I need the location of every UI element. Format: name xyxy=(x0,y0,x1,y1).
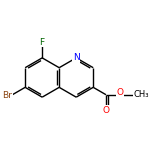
Text: Br: Br xyxy=(2,91,12,100)
Text: F: F xyxy=(40,38,45,47)
Text: O: O xyxy=(102,106,109,115)
Text: N: N xyxy=(73,53,80,62)
Text: O: O xyxy=(117,88,124,97)
Text: CH₃: CH₃ xyxy=(134,90,149,99)
